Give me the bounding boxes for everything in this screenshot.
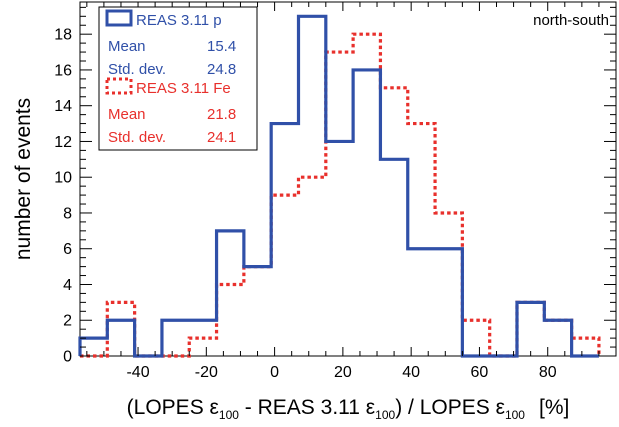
annotation-north-south: north-south (533, 12, 609, 29)
histogram-line-p (78, 14, 599, 358)
std-value-fe: 24.1 (207, 129, 236, 146)
legend-swatch-p (105, 9, 133, 27)
std-label-fe: Std. dev. (108, 129, 166, 146)
plot-frame (79, 1, 617, 357)
x-title-epsilon-2: ε (366, 396, 375, 419)
legend-label-fe: REAS 3.11 Fe (136, 80, 231, 97)
x-tick-label: 0 (270, 364, 279, 381)
x-title-sub-2: 100 (375, 408, 395, 422)
std-value-p: 24.8 (207, 61, 236, 78)
x-tick-label: 20 (334, 364, 352, 381)
x-title-sub-1: 100 (219, 408, 239, 422)
y-tick-label: 0 (63, 349, 72, 366)
mean-value-fe: 21.8 (207, 106, 236, 123)
y-tick-label: 14 (54, 98, 72, 115)
x-tick-label: -40 (126, 364, 149, 381)
x-title-units: [%] (539, 396, 569, 419)
legend: REAS 3.11 p Mean 15.4 Std. dev. 24.8 REA… (98, 6, 258, 151)
x-axis-title: (LOPES ε100 - REAS 3.11 ε100) / LOPES ε1… (127, 396, 570, 422)
legend-label-p: REAS 3.11 p (136, 12, 222, 29)
x-tick-label: 60 (471, 364, 489, 381)
y-tick-label: 8 (63, 205, 72, 222)
x-title-sub-3: 100 (505, 408, 525, 422)
x-tick-label: 40 (402, 364, 420, 381)
mean-label-p: Mean (108, 38, 146, 55)
x-title-epsilon-1: ε (210, 396, 219, 419)
histogram-series-layer (78, 14, 601, 358)
x-tick-label: -20 (195, 364, 218, 381)
x-title-epsilon-3: ε (496, 396, 505, 419)
x-title-part-3: ) / LOPES (395, 396, 495, 419)
mean-value-p: 15.4 (207, 38, 236, 55)
y-tick-label: 2 (63, 313, 72, 330)
x-title-part-2: - REAS 3.11 (239, 396, 366, 419)
mean-label-fe: Mean (108, 106, 146, 123)
y-tick-label: 6 (63, 241, 72, 258)
y-tick-label: 12 (54, 134, 72, 151)
axis-layer: -40 -20 0 20 40 60 80 0 2 4 6 8 10 12 14 16 18 (54, 2, 616, 381)
y-tick-label: 18 (54, 27, 72, 44)
x-title-part-1: (LOPES (127, 396, 210, 419)
std-label-p: Std. dev. (108, 61, 166, 78)
x-tick-label: 80 (539, 364, 557, 381)
y-tick-label: 10 (54, 170, 72, 187)
legend-swatch-fe (105, 77, 133, 95)
y-tick-label: 4 (63, 277, 72, 294)
y-tick-label: 16 (54, 62, 72, 79)
y-axis-title: number of events (12, 98, 35, 260)
